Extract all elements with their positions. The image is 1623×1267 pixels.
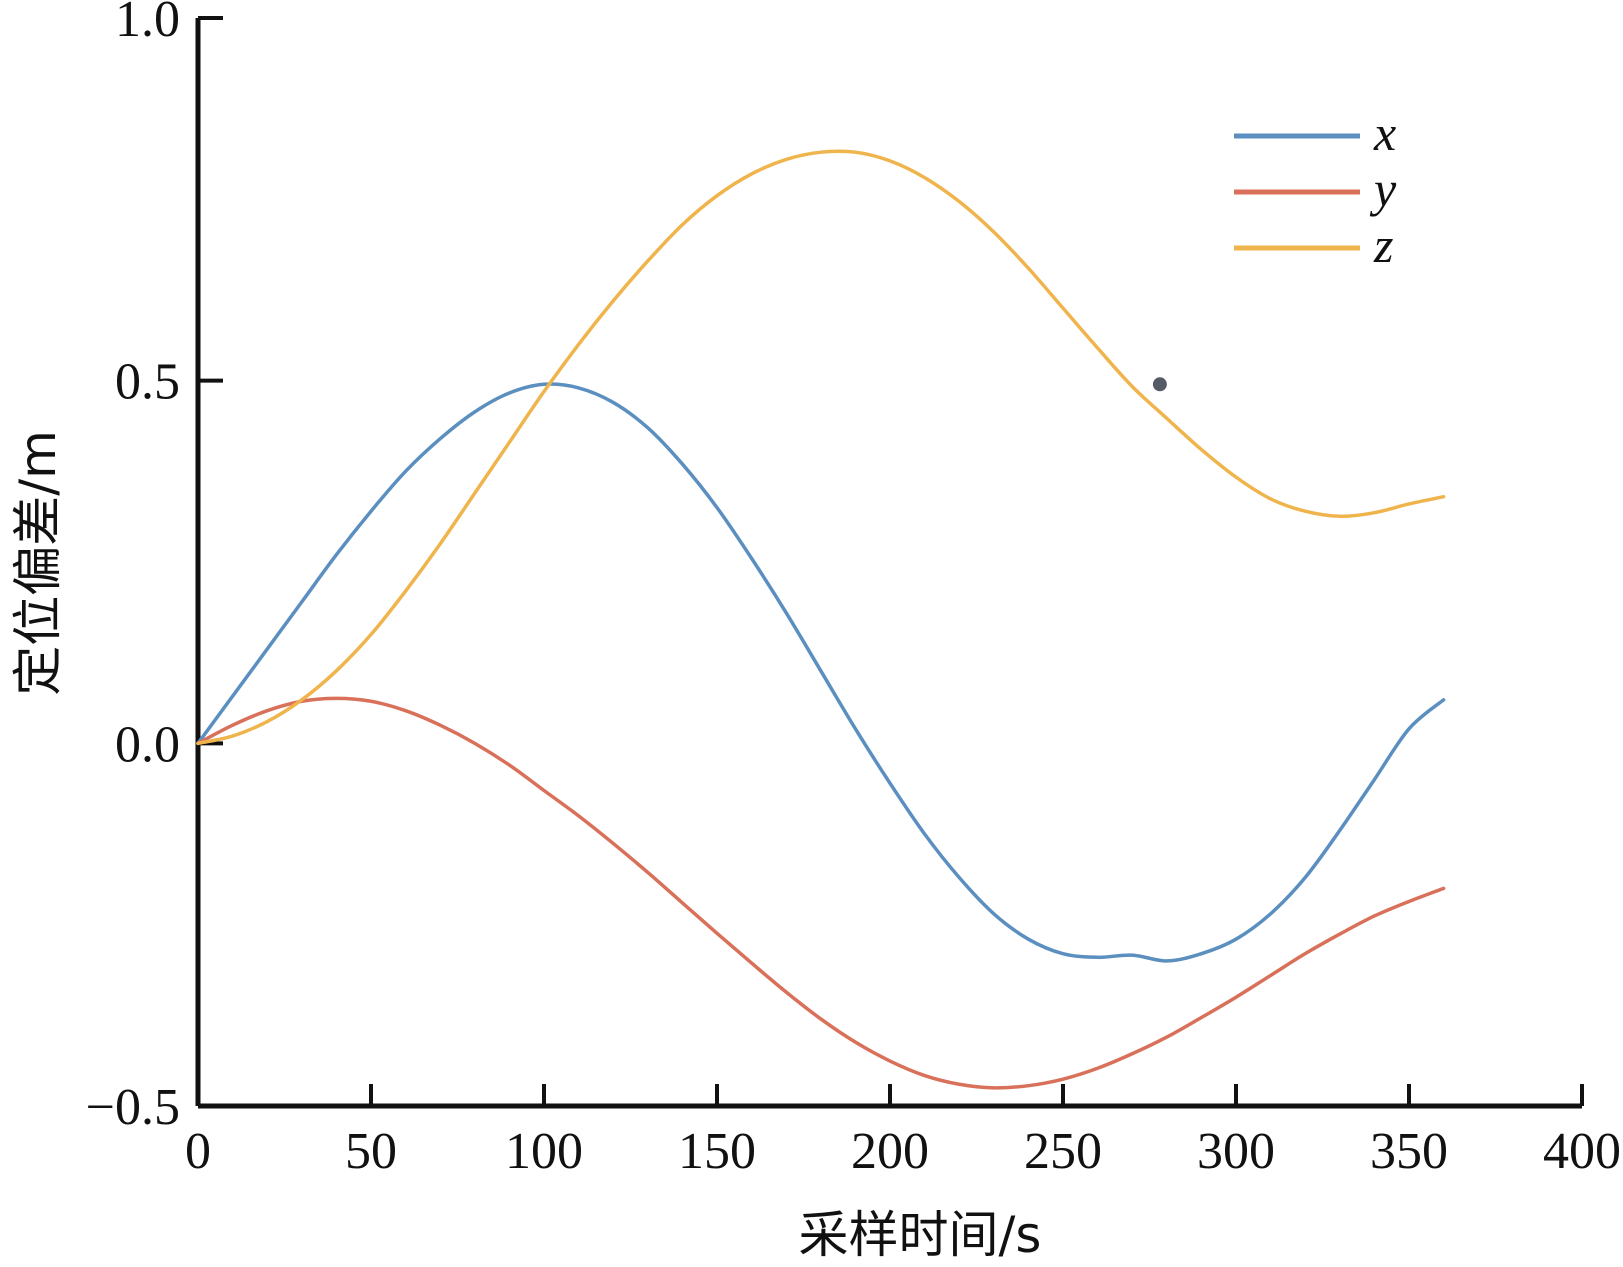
x-tick-label: 400: [1543, 1123, 1621, 1180]
y-tick-label: 0.0: [115, 716, 180, 773]
x-tick-label: 100: [505, 1123, 583, 1180]
legend-label-x: x: [1373, 105, 1396, 161]
y-tick-label: −0.5: [86, 1079, 180, 1136]
series-layer: [196, 149, 1446, 1090]
marker-point: [1152, 377, 1167, 392]
legend: xyz: [1234, 105, 1397, 273]
x-axis-title: 采样时间/s: [799, 1206, 1042, 1264]
y-axis-title: 定位偏差/m: [9, 430, 67, 696]
y-axis-ticks: −0.5 0.0 0.5 1.0: [86, 0, 223, 1136]
legend-label-z: z: [1373, 217, 1393, 273]
x-axis-ticks: 0 50 100 150 200 250 300 350 400: [185, 1084, 1621, 1180]
marker-layer: [1152, 377, 1167, 392]
x-tick-label: 350: [1370, 1123, 1448, 1180]
x-tick-label: 200: [851, 1123, 929, 1180]
x-tick-label: 0: [185, 1123, 211, 1180]
y-tick-label: 1.0: [115, 0, 180, 48]
series-line-y: [196, 696, 1446, 1090]
y-tick-label: 0.5: [115, 354, 180, 411]
series-line-x: [196, 382, 1446, 963]
x-tick-label: 300: [1197, 1123, 1275, 1180]
x-tick-label: 50: [345, 1123, 397, 1180]
legend-label-y: y: [1369, 161, 1397, 217]
series-line-z: [196, 149, 1446, 746]
x-tick-label: 150: [678, 1123, 756, 1180]
x-tick-label: 250: [1024, 1123, 1102, 1180]
